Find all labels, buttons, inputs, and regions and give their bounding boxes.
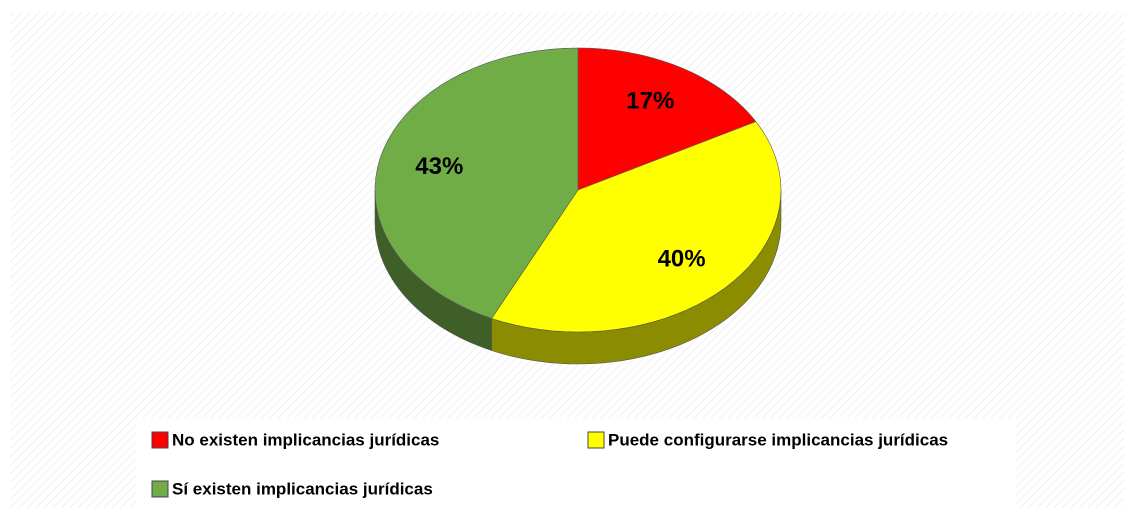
legend-box [136,418,1016,508]
data-label: 43% [415,153,463,180]
legend-swatch [587,431,605,449]
data-label: 17% [626,87,674,114]
legend-label: Puede configurarse implicancias jurídica… [608,430,948,449]
data-label: 40% [658,245,706,272]
legend-label: Sí existen implicancias jurídicas [172,479,433,498]
pie-slice [374,47,579,319]
pie-slice [577,47,757,191]
pie-slice [491,121,782,333]
legend-label: No existen implicancias jurídicas [172,430,439,449]
legend-swatch [151,431,169,449]
legend-swatch [151,480,169,498]
